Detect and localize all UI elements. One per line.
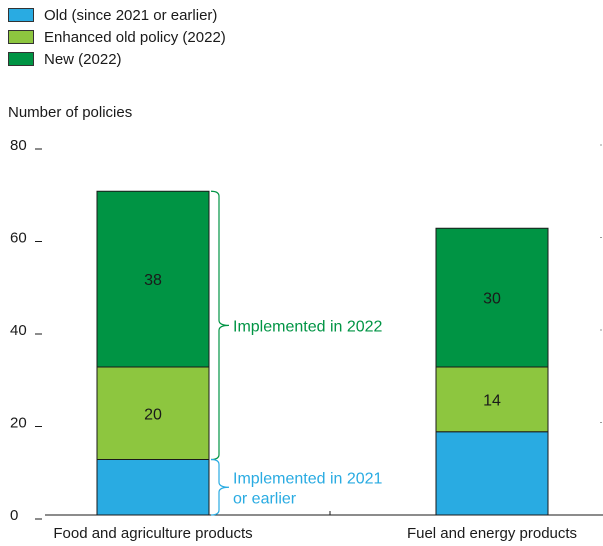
y-tick-label: 60 [10, 230, 27, 247]
legend-item-old: Old (since 2021 or earlier) [8, 4, 226, 26]
data-label: 14 [483, 392, 501, 409]
annotation-brace [210, 458, 230, 516]
bar-segment [96, 366, 210, 460]
data-label: 20 [144, 406, 162, 423]
x-tick-label: Food and agriculture products [53, 525, 252, 542]
y-axis-label: Number of policies [8, 104, 133, 121]
legend-label-new: New (2022) [44, 50, 122, 68]
legend-label-old: Old (since 2021 or earlier) [44, 6, 218, 24]
legend: Old (since 2021 or earlier) Enhanced old… [8, 4, 226, 70]
legend-item-new: New (2022) [8, 48, 226, 70]
bar-segment [96, 459, 210, 516]
bar-segment [435, 366, 549, 433]
y-tick-label: 40 [10, 322, 27, 339]
legend-label-enhanced: Enhanced old policy (2022) [44, 28, 226, 46]
bar-segment [435, 227, 549, 368]
annotation-text: Implemented in 2021 [233, 470, 383, 487]
x-tick-label: Fuel and energy products [407, 525, 577, 542]
legend-swatch-enhanced [8, 30, 34, 44]
y-tick-label: 20 [10, 415, 27, 432]
data-label: 30 [483, 291, 501, 308]
annotation-brace [210, 190, 230, 461]
data-label: 38 [144, 272, 162, 289]
y-tick-label: 80 [10, 137, 27, 154]
bar-segment [96, 190, 210, 368]
legend-swatch-new [8, 52, 34, 66]
bar-segment [435, 431, 549, 516]
legend-item-enhanced: Enhanced old policy (2022) [8, 26, 226, 48]
y-tick-label: 0 [10, 507, 18, 524]
annotation-text: Implemented in 2022 [233, 318, 383, 335]
annotation-text: or earlier [233, 490, 297, 507]
legend-swatch-old [8, 8, 34, 22]
